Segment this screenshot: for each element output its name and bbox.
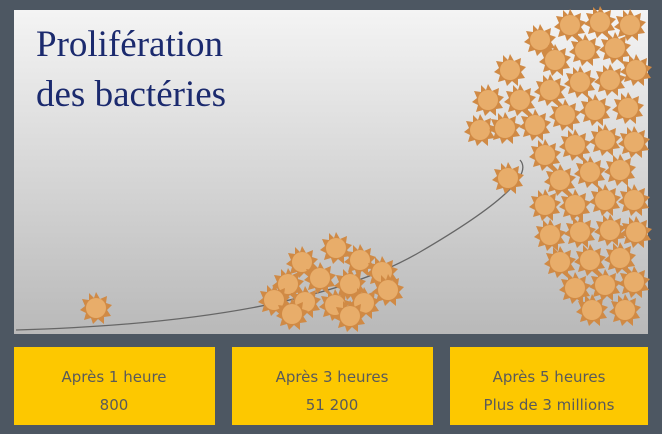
title-line: des bactéries — [36, 74, 226, 115]
stage-label: Après 1 heure — [61, 368, 166, 386]
stage-count: 800 — [100, 396, 129, 414]
title-line: Prolifération — [36, 24, 223, 65]
slide: Prolifération des bactéries Après 1 heur… — [0, 0, 662, 434]
stage-label: Après 5 heures — [493, 368, 606, 386]
stage-count: Plus de 3 millions — [484, 396, 615, 414]
stage-count: 51 200 — [306, 396, 359, 414]
stage-label: Après 3 heures — [276, 368, 389, 386]
